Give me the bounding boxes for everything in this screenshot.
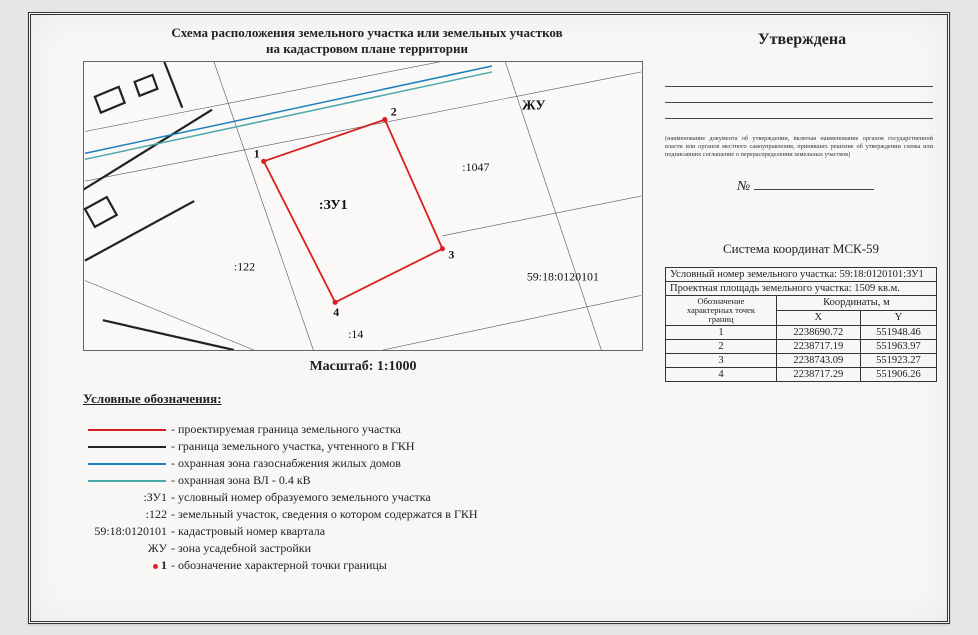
legend-desc: - охранная зона газоснабжения жилых домо… bbox=[171, 455, 643, 472]
signature-line bbox=[665, 87, 933, 103]
table-cell: 551923.27 bbox=[860, 353, 936, 367]
col-header-y: Y bbox=[860, 310, 936, 325]
table-cell: 2238717.19 bbox=[776, 339, 860, 353]
cadastral-map: 1 2 3 4 ЖУ :1047 :ЗУ1 :122 59:18:0120101 :14 bbox=[83, 61, 643, 351]
number-symbol: № bbox=[737, 179, 750, 194]
svg-text::1047: :1047 bbox=[462, 160, 489, 174]
legend-desc: - обозначение характерной точки границы bbox=[171, 557, 643, 574]
col-header-point: Обозначение характерных точек границ bbox=[666, 296, 777, 326]
svg-text::ЗУ1: :ЗУ1 bbox=[319, 198, 348, 213]
legend-swatch-text: ЖУ bbox=[83, 540, 171, 557]
svg-text::122: :122 bbox=[234, 260, 255, 274]
legend-swatch-text: :122 bbox=[83, 506, 171, 523]
table-cell: 3 bbox=[666, 353, 777, 367]
table-cell: 551948.46 bbox=[860, 325, 936, 339]
number-underline bbox=[754, 189, 874, 190]
table-row: 32238743.09551923.27 bbox=[666, 353, 937, 367]
legend-row: :122- земельный участок, сведения о кото… bbox=[83, 506, 643, 523]
legend-row: - охранная зона газоснабжения жилых домо… bbox=[83, 455, 643, 472]
signature-caption: (наименование документа об утверждении, … bbox=[665, 135, 933, 159]
legend-title: Условные обозначения: bbox=[83, 391, 643, 407]
table-cell: 2 bbox=[666, 339, 777, 353]
table-row: 12238690.72551948.46 bbox=[666, 325, 937, 339]
title-line-1: Схема расположения земельного участка ил… bbox=[117, 25, 617, 41]
legend-row: 1- обозначение характерной точки границы bbox=[83, 557, 643, 574]
legend-desc: - земельный участок, сведения о котором … bbox=[171, 506, 643, 523]
coordinates-table: Условный номер земельного участка: 59:18… bbox=[665, 267, 937, 382]
title-line-2: на кадастровом плане территории bbox=[117, 41, 617, 57]
table-row: 22238717.19551963.97 bbox=[666, 339, 937, 353]
svg-text:2: 2 bbox=[391, 105, 397, 119]
table-cell: 4 bbox=[666, 367, 777, 381]
legend-swatch-line bbox=[83, 440, 171, 454]
legend-desc: - зона усадебной застройки bbox=[171, 540, 643, 557]
table-cell: 2238743.09 bbox=[776, 353, 860, 367]
scale-label: Масштаб: 1:1000 bbox=[83, 359, 643, 375]
signature-lines bbox=[665, 71, 933, 119]
svg-text:59:18:0120101: 59:18:0120101 bbox=[527, 269, 599, 283]
table-cell: 1 bbox=[666, 325, 777, 339]
legend-desc: - граница земельного участка, учтенного … bbox=[171, 438, 643, 455]
coord-system-title: Система координат МСК-59 bbox=[667, 241, 935, 257]
map-svg: 1 2 3 4 ЖУ :1047 :ЗУ1 :122 59:18:0120101 :14 bbox=[84, 62, 642, 350]
table-row-area: Проектная площадь земельного участка: 15… bbox=[666, 282, 937, 296]
legend-block: Условные обозначения: - проектируемая гр… bbox=[83, 391, 643, 574]
title-block: Схема расположения земельного участка ил… bbox=[117, 25, 617, 58]
table-cell: 551963.97 bbox=[860, 339, 936, 353]
svg-text:3: 3 bbox=[448, 248, 454, 262]
signature-line bbox=[665, 71, 933, 87]
legend-desc: - условный номер образуемого земельного … bbox=[171, 489, 643, 506]
legend-row: - граница земельного участка, учтенного … bbox=[83, 438, 643, 455]
legend-desc: - проектируемая граница земельного участ… bbox=[171, 421, 643, 438]
legend-row: 59:18:0120101- кадастровый номер квартал… bbox=[83, 523, 643, 540]
legend-row: ЖУ- зона усадебной застройки bbox=[83, 540, 643, 557]
legend-row: :ЗУ1- условный номер образуемого земельн… bbox=[83, 489, 643, 506]
legend-desc: - охранная зона ВЛ - 0.4 кВ bbox=[171, 472, 643, 489]
table-cell: 2238717.29 bbox=[776, 367, 860, 381]
legend-swatch-line bbox=[83, 423, 171, 437]
svg-text::14: :14 bbox=[348, 327, 363, 341]
inner-frame: Схема расположения земельного участка ил… bbox=[37, 21, 941, 615]
table-row-parcel-id: Условный номер земельного участка: 59:18… bbox=[666, 268, 937, 282]
approved-heading: Утверждена bbox=[677, 31, 927, 49]
svg-text:ЖУ: ЖУ bbox=[522, 99, 546, 114]
legend-swatch-line bbox=[83, 474, 171, 488]
svg-text:4: 4 bbox=[333, 305, 339, 319]
table-row: 42238717.29551906.26 bbox=[666, 367, 937, 381]
signature-line bbox=[665, 103, 933, 119]
document-page: Схема расположения земельного участка ил… bbox=[28, 12, 950, 624]
svg-text:1: 1 bbox=[254, 146, 260, 160]
legend-swatch-line bbox=[83, 457, 171, 471]
legend-swatch-point: 1 bbox=[83, 557, 171, 574]
legend-row: - проектируемая граница земельного участ… bbox=[83, 421, 643, 438]
col-header-coord: Координаты, м bbox=[776, 296, 936, 311]
legend-row: - охранная зона ВЛ - 0.4 кВ bbox=[83, 472, 643, 489]
legend-swatch-text: 59:18:0120101 bbox=[83, 523, 171, 540]
table-cell: 551906.26 bbox=[860, 367, 936, 381]
legend-swatch-text: :ЗУ1 bbox=[83, 489, 171, 506]
document-number-line: № bbox=[737, 179, 874, 195]
legend-desc: - кадастровый номер квартала bbox=[171, 523, 643, 540]
table-cell: 2238690.72 bbox=[776, 325, 860, 339]
col-header-x: X bbox=[776, 310, 860, 325]
